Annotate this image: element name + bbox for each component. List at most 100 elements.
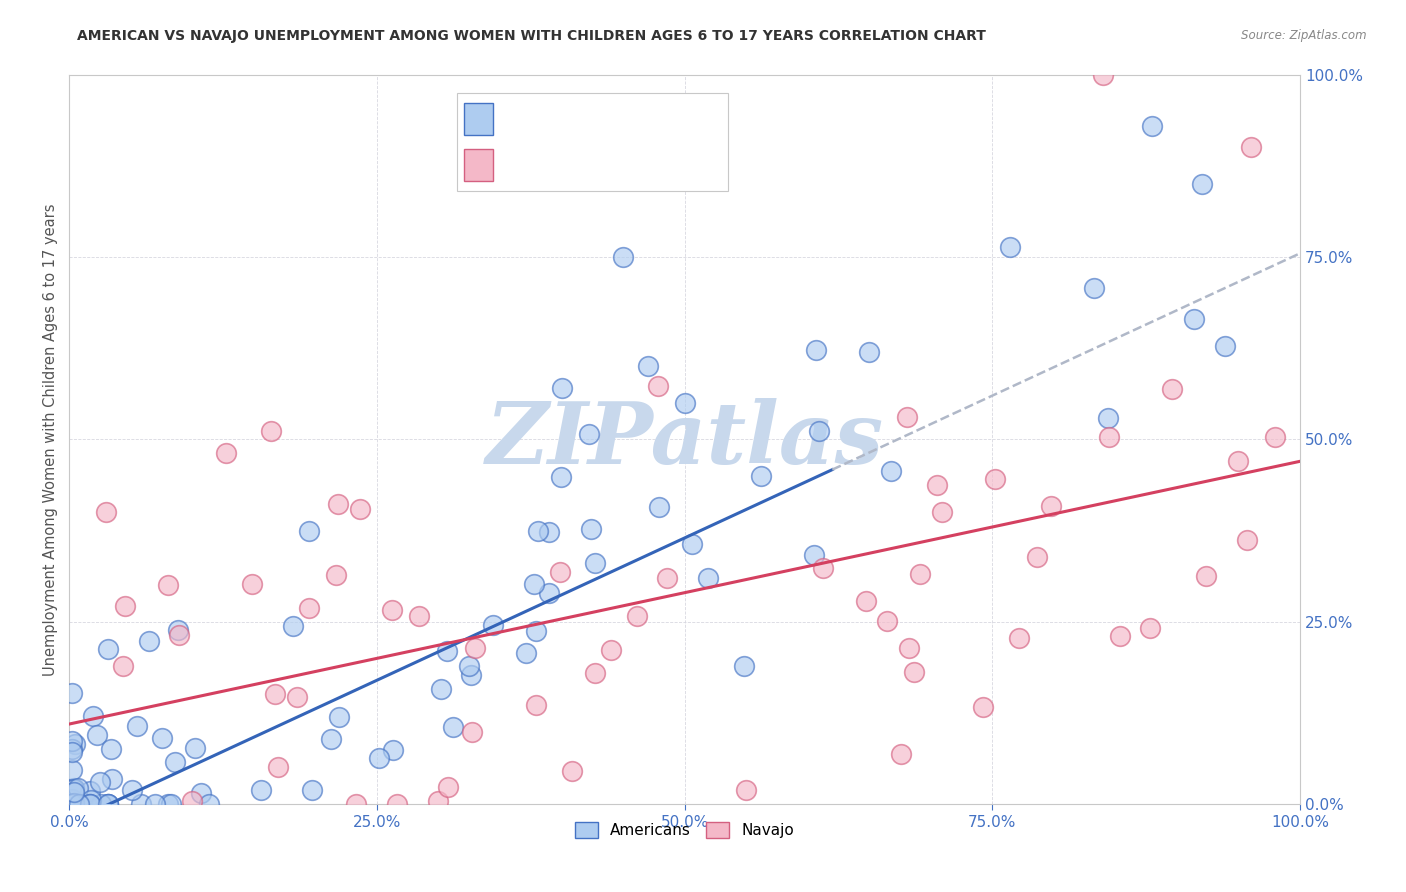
Point [181,794,204,808]
Point [264,687,287,701]
Point [537,525,560,540]
Point [381,743,404,757]
Point [60,797,83,812]
Point [735,782,758,797]
Point [927,478,949,492]
Point [381,602,404,616]
Point [89,775,111,789]
Point [387,797,409,812]
Point [1097,411,1119,425]
Point [62,797,84,812]
Point [807,425,830,439]
Point [96,642,118,657]
Y-axis label: Unemployment Among Women with Children Ages 6 to 17 years: Unemployment Among Women with Children A… [44,203,58,675]
Point [583,666,606,681]
Point [266,760,288,774]
Point [461,724,484,739]
Point [538,586,561,600]
Point [281,619,304,633]
Point [408,608,430,623]
Point [60,733,83,747]
Point [150,731,173,745]
Point [160,797,183,812]
Point [66,780,89,795]
Point [612,250,634,264]
Point [697,571,720,585]
Point [97,797,120,812]
Point [855,594,877,608]
Point [326,498,349,512]
Point [804,343,827,358]
Point [515,646,537,660]
Point [86,728,108,742]
Point [550,381,572,395]
Point [803,548,825,562]
Point [190,786,212,800]
Point [1191,177,1213,191]
Point [524,698,547,712]
Point [655,571,678,585]
Point [460,667,482,681]
Point [682,537,704,551]
Point [972,700,994,714]
Point [524,624,547,638]
Point [72,797,94,812]
Point [60,745,83,759]
Point [301,783,323,797]
Point [1008,631,1031,645]
Point [908,566,931,581]
Point [368,751,391,765]
Point [328,710,350,724]
Point [60,792,83,806]
Point [1227,454,1250,468]
Point [600,643,623,657]
Point [67,797,90,812]
Point [112,658,135,673]
Point [97,797,120,812]
Point [464,640,486,655]
Point [60,742,83,756]
Point [1109,629,1132,643]
Point [647,379,669,393]
Point [121,782,143,797]
Point [125,719,148,733]
Point [82,708,104,723]
Point [60,797,83,812]
Point [60,797,83,812]
Point [1195,568,1218,582]
Legend: Americans, Navajo: Americans, Navajo [569,816,800,844]
Point [673,396,696,410]
Point [143,797,166,812]
Point [62,780,84,795]
Point [100,741,122,756]
Point [156,797,179,812]
Point [626,608,648,623]
Point [984,472,1007,486]
Point [583,556,606,570]
Point [890,747,912,762]
Point [298,600,321,615]
Point [97,797,120,812]
Point [240,577,263,591]
Point [138,634,160,648]
Point [1039,500,1062,514]
Point [129,797,152,812]
Point [75,797,97,812]
Point [215,445,238,459]
Point [858,344,880,359]
Point [76,797,98,812]
Point [60,797,83,812]
Text: AMERICAN VS NAVAJO UNEMPLOYMENT AMONG WOMEN WITH CHILDREN AGES 6 TO 17 YEARS COR: AMERICAN VS NAVAJO UNEMPLOYMENT AMONG WO… [77,29,986,44]
Point [60,793,83,807]
Point [287,690,309,704]
Point [63,797,86,812]
Point [79,797,101,812]
Point [436,644,458,658]
Point [167,628,190,642]
Point [260,424,283,438]
Point [63,785,86,799]
Point [527,524,550,538]
Point [733,659,755,673]
Point [1000,240,1022,254]
Point [1236,533,1258,548]
